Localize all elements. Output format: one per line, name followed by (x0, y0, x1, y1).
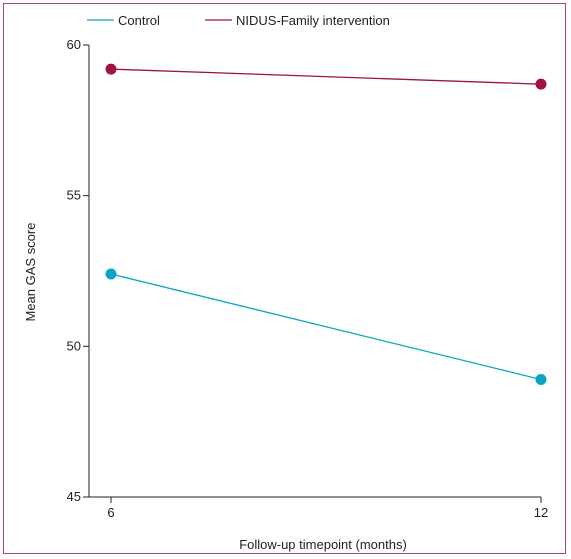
x-tick-label: 12 (534, 505, 548, 520)
x-tick-label: 6 (107, 505, 114, 520)
data-point-series-2 (105, 63, 117, 75)
y-axis-title: Mean GAS score (23, 223, 38, 322)
legend-label: Control (118, 13, 160, 28)
series-line-2 (110, 68, 542, 85)
data-point-series-2 (535, 78, 547, 90)
y-tick-label: 50 (67, 338, 81, 353)
data-point-series-1 (535, 373, 547, 385)
y-tick-label: 45 (67, 489, 81, 504)
legend: Control NIDUS-Family intervention (87, 13, 390, 28)
y-tick-label: 60 (67, 37, 81, 52)
y-tick-label: 55 (67, 188, 81, 203)
series-line-1 (110, 273, 542, 381)
x-axis-title: Follow-up timepoint (months) (239, 537, 407, 552)
chart-marks (105, 63, 547, 385)
legend-label: NIDUS-Family intervention (236, 13, 390, 28)
figure-frame (3, 3, 566, 554)
axes: 45 50 55 60 6 12 (67, 37, 549, 520)
data-point-series-1 (105, 268, 117, 280)
